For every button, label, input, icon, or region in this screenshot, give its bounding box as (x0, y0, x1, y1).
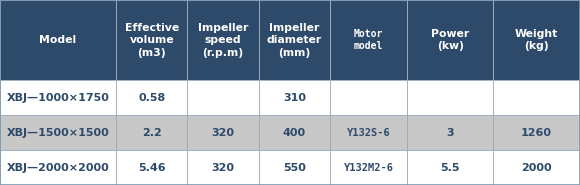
Text: Model: Model (39, 35, 77, 45)
Bar (259, 0, 330, 80)
Bar (330, 115, 407, 150)
Bar (259, 80, 330, 115)
Text: 550: 550 (283, 163, 306, 173)
Text: Effective
volume
(m3): Effective volume (m3) (125, 23, 179, 58)
Bar (187, 80, 259, 115)
Text: Y132M2-6: Y132M2-6 (343, 163, 394, 173)
Text: 3: 3 (446, 128, 454, 138)
Bar (493, 80, 580, 115)
Text: 310: 310 (283, 93, 306, 103)
Text: Motor
model: Motor model (354, 29, 383, 51)
Text: 0.58: 0.58 (138, 93, 165, 103)
Bar (187, 115, 259, 150)
Text: Impeller
diameter
(mm): Impeller diameter (mm) (267, 23, 322, 58)
Bar (116, 150, 187, 185)
Bar (116, 80, 187, 115)
Bar (259, 115, 330, 150)
Bar (493, 0, 580, 80)
Bar (493, 150, 580, 185)
Text: 1260: 1260 (521, 128, 552, 138)
Bar (493, 115, 580, 150)
Bar (187, 0, 259, 80)
Text: Impeller
speed
(r.p.m): Impeller speed (r.p.m) (198, 23, 248, 58)
Bar (0, 0, 116, 80)
Text: Y132S-6: Y132S-6 (347, 128, 390, 138)
Bar (330, 150, 407, 185)
Bar (407, 0, 493, 80)
Text: Weight
(kg): Weight (kg) (515, 29, 558, 51)
Bar (330, 0, 407, 80)
Bar (407, 150, 493, 185)
Bar (0, 80, 116, 115)
Text: XBJ—1500×1500: XBJ—1500×1500 (6, 128, 110, 138)
Text: 5.46: 5.46 (138, 163, 165, 173)
Bar (116, 0, 187, 80)
Bar (407, 115, 493, 150)
Text: 320: 320 (212, 163, 234, 173)
Bar (330, 80, 407, 115)
Bar (187, 150, 259, 185)
Text: 400: 400 (283, 128, 306, 138)
Text: 5.5: 5.5 (440, 163, 460, 173)
Text: XBJ—1000×1750: XBJ—1000×1750 (6, 93, 110, 103)
Text: 2000: 2000 (521, 163, 552, 173)
Text: 320: 320 (212, 128, 234, 138)
Bar (0, 115, 116, 150)
Text: Power
(kw): Power (kw) (431, 29, 469, 51)
Bar (116, 115, 187, 150)
Bar (407, 80, 493, 115)
Text: XBJ—2000×2000: XBJ—2000×2000 (6, 163, 110, 173)
Text: 2.2: 2.2 (142, 128, 162, 138)
Bar (0, 150, 116, 185)
Bar (259, 150, 330, 185)
